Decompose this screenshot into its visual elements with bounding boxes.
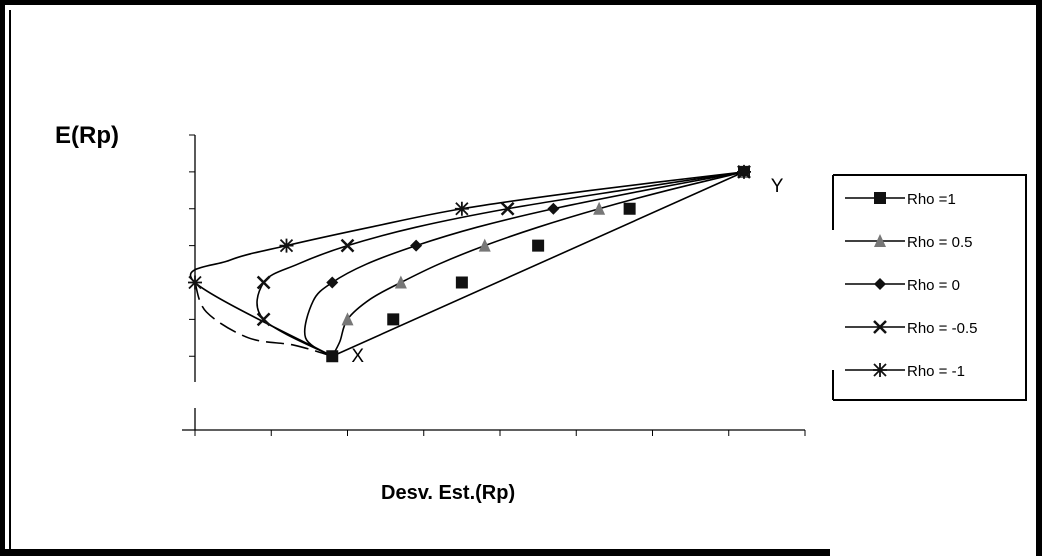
frontier-dashed-line xyxy=(194,282,333,358)
point-labels: XY xyxy=(351,176,783,367)
legend-label-3: Rho = -0.5 xyxy=(907,320,977,337)
data-point-diamond xyxy=(547,202,560,215)
legend-marker-asterisk xyxy=(873,363,887,377)
frame-left-inner-line xyxy=(9,10,11,550)
data-point-square xyxy=(387,313,400,326)
axis-ticks xyxy=(189,134,806,436)
legend: Rho =1 Rho = 0.5 Rho = 0 Rho = -0.5 Rho = -1 xyxy=(832,174,1027,401)
frame-left-border xyxy=(0,0,5,556)
y-axis-title: E(Rp) xyxy=(55,122,119,149)
data-point-diamond xyxy=(326,276,339,289)
legend-label-1: Rho = 0.5 xyxy=(907,234,972,251)
legend-label-0: Rho =1 xyxy=(907,191,956,208)
legend-marker-x xyxy=(873,320,887,334)
legend-label-4: Rho = -1 xyxy=(907,363,965,380)
series-line-2 xyxy=(303,171,745,357)
data-point-x xyxy=(256,275,271,290)
data-point-square xyxy=(326,350,339,363)
data-point-asterisk xyxy=(454,201,469,216)
data-point-x xyxy=(500,201,515,216)
data-point-square xyxy=(623,202,636,215)
data-point-diamond xyxy=(410,239,423,252)
frame-top-border xyxy=(0,0,1042,5)
data-point-square xyxy=(455,276,468,289)
point-label-x: X xyxy=(351,346,364,367)
data-point-x xyxy=(256,312,271,327)
data-point-triangle xyxy=(394,275,407,289)
legend-marker-square xyxy=(874,192,886,204)
data-point-triangle xyxy=(341,312,354,326)
data-point-asterisk xyxy=(188,275,202,290)
legend-marker-diamond xyxy=(874,278,886,290)
data-point-x xyxy=(340,238,355,253)
series-markers xyxy=(188,164,751,363)
series-line-3 xyxy=(256,171,745,357)
data-point-square xyxy=(532,239,545,252)
x-axis-title: Desv. Est.(Rp) xyxy=(381,482,515,504)
legend-marker-triangle xyxy=(874,234,886,247)
data-point-triangle xyxy=(593,201,606,215)
point-label-y: Y xyxy=(771,176,784,197)
series-line-0 xyxy=(331,171,745,357)
data-point-asterisk xyxy=(279,238,294,253)
legend-items: Rho =1 Rho = 0.5 Rho = 0 Rho = -0.5 Rho = -1 xyxy=(845,191,977,380)
data-point-asterisk xyxy=(737,164,751,179)
frame-right-border xyxy=(1036,0,1042,556)
data-point-triangle xyxy=(478,238,491,252)
frame-bottom-border xyxy=(0,549,830,556)
legend-label-2: Rho = 0 xyxy=(907,277,960,294)
